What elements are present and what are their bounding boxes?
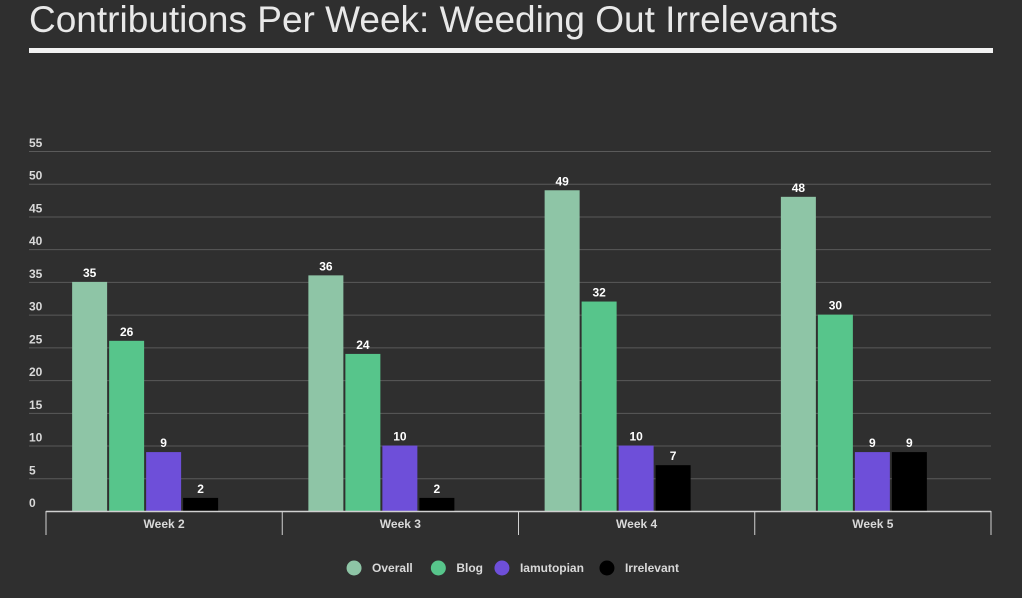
bar-irrelevant-week-5	[891, 452, 927, 511]
bar-overall-week-5	[780, 196, 816, 511]
bar-blog-week-2	[109, 340, 145, 511]
x-tick-label: Week 2	[144, 517, 185, 531]
y-tick-label: 55	[29, 136, 43, 150]
title-underline	[29, 48, 993, 53]
legend-swatch-iamutopian	[494, 560, 510, 576]
x-tick-label: Week 3	[380, 517, 421, 531]
bar-blog-week-4	[581, 301, 617, 511]
data-label: 36	[319, 259, 333, 273]
bar-overall-week-2	[72, 281, 108, 511]
data-label: 2	[434, 482, 441, 496]
y-tick-label: 10	[29, 431, 43, 445]
bar-overall-week-3	[308, 275, 344, 511]
y-tick-label: 0	[29, 496, 36, 510]
y-tick-label: 40	[29, 234, 43, 248]
data-label: 24	[356, 338, 370, 352]
legend-label-blog: Blog	[456, 561, 483, 575]
legend-label-overall: Overall	[372, 561, 413, 575]
bar-iamutopian-week-5	[854, 452, 890, 511]
bars	[72, 190, 927, 512]
bar-iamutopian-week-4	[618, 445, 654, 511]
data-label: 10	[393, 430, 407, 444]
y-tick-label: 50	[29, 169, 43, 183]
legend: Overall Blog Iamutopian Irrelevant	[346, 560, 679, 576]
data-label: 30	[829, 299, 843, 313]
bar-overall-week-4	[544, 190, 580, 512]
legend-swatch-irrelevant	[599, 560, 615, 576]
data-label: 2	[197, 482, 204, 496]
bar-irrelevant-week-2	[183, 497, 219, 511]
y-tick-label: 25	[29, 332, 43, 346]
data-label: 35	[83, 266, 97, 280]
y-tick-label: 5	[29, 463, 36, 477]
data-label: 32	[592, 286, 606, 300]
data-label: 49	[555, 174, 569, 188]
data-label: 26	[120, 325, 134, 339]
legend-label-irrelevant: Irrelevant	[625, 561, 679, 575]
data-label: 10	[629, 430, 643, 444]
bar-irrelevant-week-3	[419, 497, 455, 511]
data-label: 9	[160, 436, 167, 450]
data-labels: 35 26 9 2 36 24 10 2 49 32 10 7 48 30 9 9	[83, 174, 913, 496]
chart-title: Contributions Per Week: Weeding Out Irre…	[29, 0, 838, 40]
y-tick-label: 15	[29, 398, 43, 412]
bar-irrelevant-week-4	[655, 465, 691, 511]
y-axis-ticks: 0 5 10 15 20 25 30 35 40 45 50 55	[29, 136, 43, 510]
y-tick-label: 20	[29, 365, 43, 379]
bar-iamutopian-week-2	[146, 452, 182, 511]
bar-iamutopian-week-3	[382, 445, 418, 511]
y-tick-label: 35	[29, 267, 43, 281]
x-axis: Week 2 Week 3 Week 4 Week 5	[45, 510, 992, 535]
legend-swatch-overall	[346, 560, 362, 576]
y-tick-label: 30	[29, 300, 43, 314]
bar-blog-week-5	[817, 314, 853, 511]
data-label: 48	[792, 181, 806, 195]
data-label: 9	[906, 436, 913, 450]
y-tick-label: 45	[29, 201, 43, 215]
legend-label-iamutopian: Iamutopian	[520, 561, 584, 575]
data-label: 7	[670, 449, 677, 463]
x-tick-label: Week 4	[616, 517, 657, 531]
data-label: 9	[869, 436, 876, 450]
bar-blog-week-3	[345, 353, 381, 511]
x-tick-label: Week 5	[852, 517, 893, 531]
legend-swatch-blog	[430, 560, 446, 576]
